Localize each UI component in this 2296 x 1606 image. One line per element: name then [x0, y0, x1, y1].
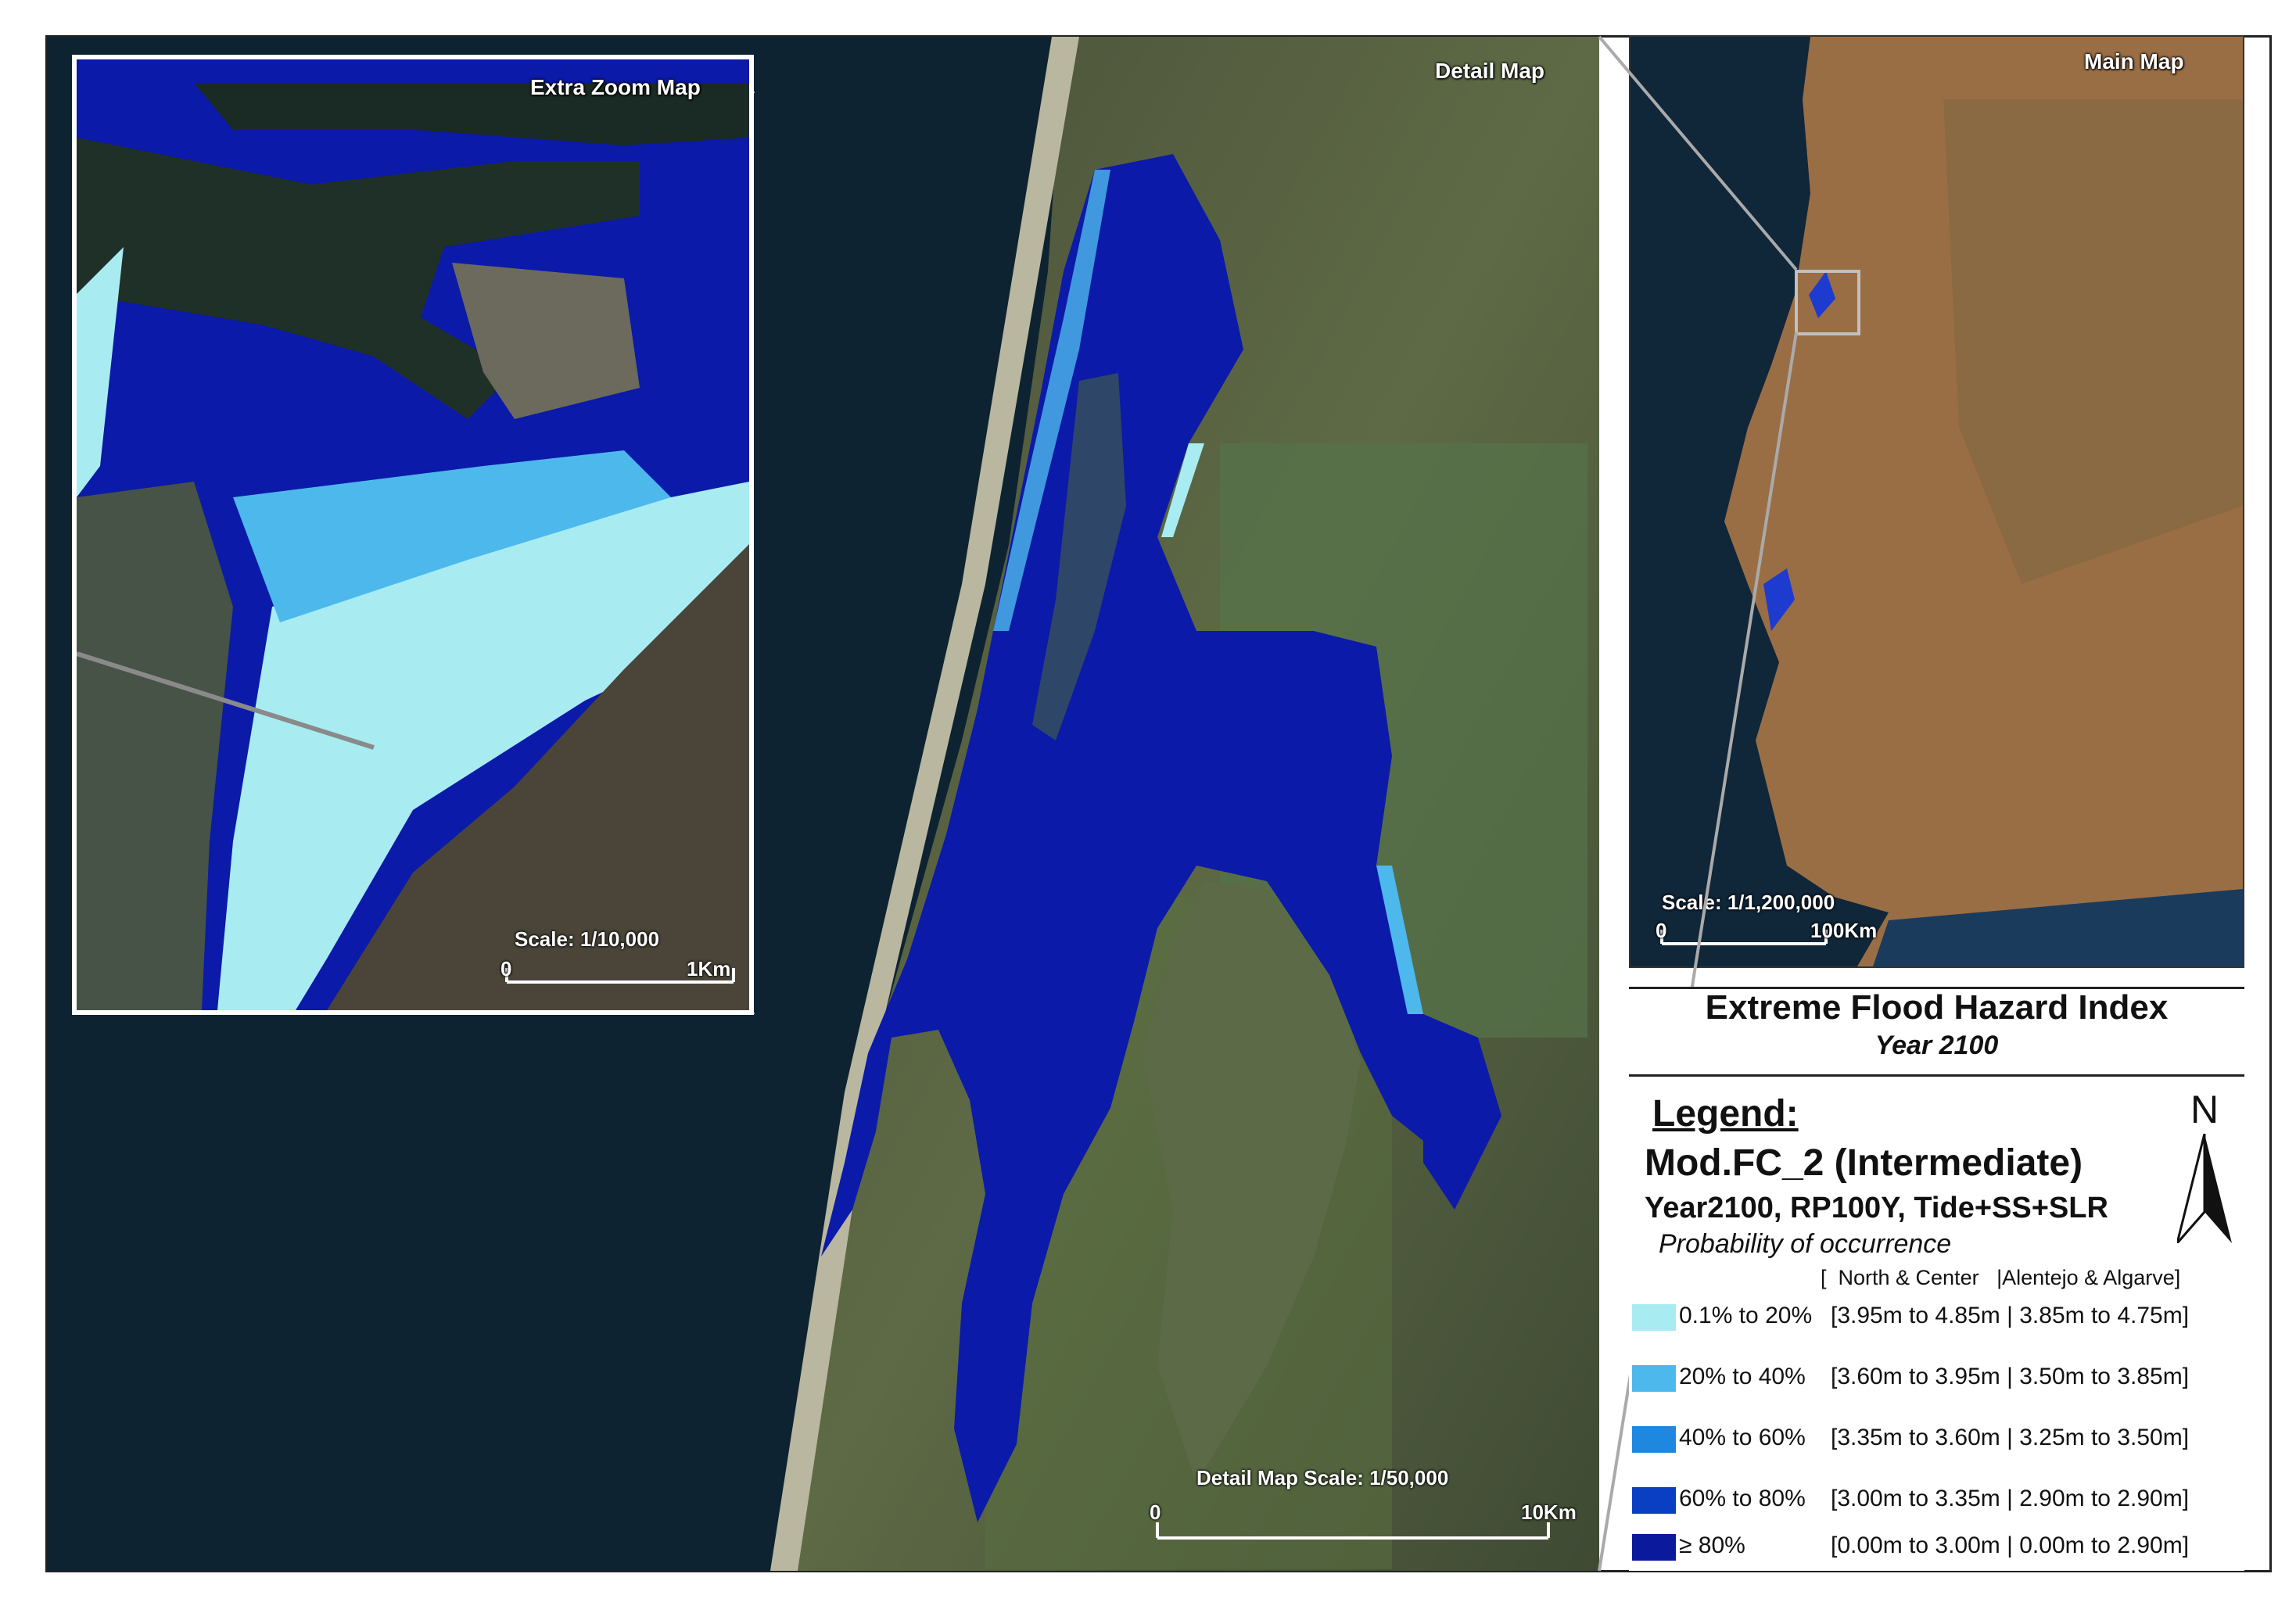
legend-divider — [1629, 987, 2244, 989]
legend-class-label: ≥ 80% — [1679, 1533, 1745, 1558]
main-map-imagery — [1631, 37, 2243, 966]
probability-label: Probability of occurrence — [1659, 1229, 1952, 1259]
legend-class-range: [3.60m to 3.95m | 3.50m to 3.85m] — [1831, 1364, 2190, 1389]
scenario-label: Year2100, RP100Y, Tide+SS+SLR — [1645, 1192, 2108, 1224]
detail-scale-end: 10Km — [1521, 1500, 1577, 1524]
legend-class-label: 20% to 40% — [1679, 1364, 1806, 1389]
legend-swatch — [1632, 1426, 1676, 1453]
detail-scale-bar — [1156, 1522, 1550, 1540]
north-arrow-icon — [2177, 1134, 2232, 1243]
legend-swatch — [1632, 1487, 1676, 1514]
legend-heading: Legend: — [1652, 1093, 1799, 1135]
main-scale-start: 0 — [1656, 919, 1667, 942]
extra-zoom-map[interactable]: Extra Zoom Map Scale: 1/10,000 0 1Km — [72, 55, 754, 1015]
model-label: Mod.FC_2 (Intermediate) — [1645, 1142, 2083, 1184]
zoom-scale-start: 0 — [500, 957, 512, 980]
legend-class-label: 0.1% to 20% — [1679, 1303, 1813, 1328]
detail-scale-start: 0 — [1150, 1500, 1161, 1524]
detail-map-imagery — [47, 37, 1599, 1571]
legend-swatch — [1632, 1534, 1676, 1561]
zoom-scale-label: Scale: 1/10,000 — [515, 927, 660, 951]
detail-extent-box — [1795, 270, 1860, 335]
legend-class-range: [3.35m to 3.60m | 3.25m to 3.50m] — [1831, 1425, 2190, 1450]
zoom-map-title: Extra Zoom Map — [530, 75, 701, 99]
legend-swatch — [1632, 1304, 1676, 1331]
detail-scale-label: Detail Map Scale: 1/50,000 — [1196, 1466, 1449, 1489]
legend-class-label: 40% to 60% — [1679, 1425, 1806, 1450]
legend-title: Extreme Flood Hazard Index — [1705, 988, 2169, 1027]
north-letter: N — [2190, 1088, 2219, 1131]
legend-subtitle: Year 2100 — [1874, 1031, 1999, 1060]
legend-class-range: [3.95m to 4.85m | 3.85m to 4.75m] — [1831, 1303, 2190, 1328]
main-map[interactable]: Main Map Scale: 1/1,200,000 0 100Km — [1629, 35, 2244, 968]
legend-divider — [1629, 1074, 2244, 1077]
legend-class-label: 60% to 80% — [1679, 1486, 1806, 1511]
main-scale-end: 100Km — [1810, 919, 1878, 942]
zoom-map-imagery — [77, 59, 749, 1010]
legend-swatch — [1632, 1365, 1676, 1392]
zoom-scale-bar — [505, 968, 735, 984]
main-map-title: Main Map — [2084, 49, 2184, 73]
regions-header: [ North & Center |Alentejo & Algarve] — [1821, 1266, 2181, 1289]
detail-map-title: Detail Map — [1435, 59, 1545, 83]
main-scale-label: Scale: 1/1,200,000 — [1662, 891, 1835, 914]
main-scale-bar — [1660, 930, 1828, 945]
legend-class-range: [3.00m to 3.35m | 2.90m to 2.90m] — [1831, 1486, 2190, 1511]
zoom-scale-end: 1Km — [687, 957, 731, 980]
north-arrow: N — [2173, 1087, 2236, 1243]
legend-class-range: [0.00m to 3.00m | 0.00m to 2.90m] — [1831, 1533, 2190, 1558]
legend-panel: Extreme Flood Hazard Index Year 2100 Leg… — [1629, 987, 2244, 1571]
